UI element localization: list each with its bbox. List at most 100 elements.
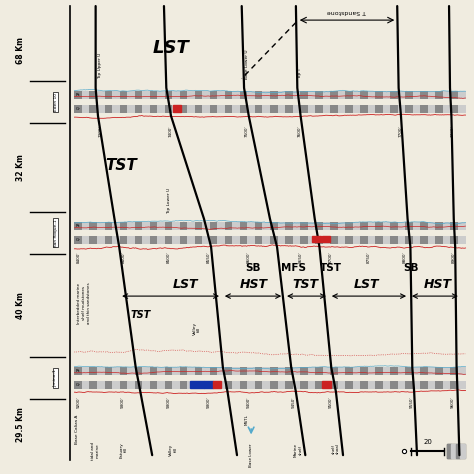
Bar xyxy=(300,222,308,230)
Bar xyxy=(368,222,375,230)
Bar xyxy=(458,105,465,113)
Bar xyxy=(450,105,458,113)
Text: 9600': 9600' xyxy=(451,397,455,408)
Bar xyxy=(247,222,255,230)
Bar xyxy=(164,236,172,244)
Text: 8650': 8650' xyxy=(299,252,302,263)
Bar xyxy=(218,367,225,375)
Text: LST: LST xyxy=(173,278,198,291)
Bar xyxy=(225,91,232,100)
Bar xyxy=(173,105,181,111)
Bar xyxy=(383,236,390,244)
Bar xyxy=(202,105,210,113)
Text: 7700': 7700' xyxy=(451,125,455,137)
Bar xyxy=(263,367,270,375)
Bar xyxy=(277,91,285,100)
Bar xyxy=(210,236,218,244)
Text: 9500': 9500' xyxy=(329,397,333,408)
Bar xyxy=(450,381,458,389)
Bar xyxy=(240,236,247,244)
Bar xyxy=(353,236,360,244)
Bar xyxy=(360,367,368,375)
Bar xyxy=(330,91,337,100)
Bar xyxy=(157,236,164,244)
Bar xyxy=(277,222,285,230)
Bar xyxy=(368,105,375,113)
Bar xyxy=(142,381,150,389)
Bar xyxy=(420,381,428,389)
Bar xyxy=(135,91,142,100)
Bar xyxy=(247,367,255,375)
Text: 8500': 8500' xyxy=(122,252,126,263)
Bar xyxy=(368,236,375,244)
Bar xyxy=(458,381,465,389)
Bar xyxy=(390,222,398,230)
Bar xyxy=(119,222,127,230)
Bar xyxy=(104,381,112,389)
Bar xyxy=(225,381,232,389)
Bar xyxy=(458,367,465,375)
Bar xyxy=(112,236,119,244)
Bar xyxy=(247,381,255,389)
Bar xyxy=(368,381,375,389)
Bar xyxy=(368,367,375,375)
Bar xyxy=(398,367,405,375)
Text: 68 Km: 68 Km xyxy=(16,37,25,64)
Text: Eden 10: Eden 10 xyxy=(54,93,57,111)
Bar xyxy=(127,381,135,389)
Text: TST: TST xyxy=(320,263,342,273)
Bar xyxy=(240,105,247,113)
Bar xyxy=(218,105,225,113)
Bar xyxy=(383,105,390,113)
Bar xyxy=(119,381,127,389)
Bar xyxy=(112,222,119,230)
Text: 9300': 9300' xyxy=(207,397,211,408)
Bar xyxy=(90,236,97,244)
Bar xyxy=(443,91,450,100)
Bar xyxy=(255,236,263,244)
Bar xyxy=(447,445,465,458)
Text: 8900': 8900' xyxy=(452,252,456,263)
Bar xyxy=(187,91,195,100)
Text: Base Lower U: Base Lower U xyxy=(246,49,249,79)
Text: 7500': 7500' xyxy=(245,125,248,137)
Bar xyxy=(218,381,225,389)
Bar xyxy=(383,381,390,389)
Text: 9300': 9300' xyxy=(120,397,125,408)
Bar xyxy=(322,236,330,243)
Text: 7400': 7400' xyxy=(169,125,173,137)
Bar xyxy=(218,236,225,244)
Text: Base Caliza A: Base Caliza A xyxy=(75,415,79,444)
Bar xyxy=(375,105,383,113)
Bar xyxy=(210,222,218,230)
Text: 8750': 8750' xyxy=(367,252,371,263)
Bar xyxy=(135,105,142,113)
Bar xyxy=(428,222,436,230)
Bar xyxy=(292,381,300,389)
Bar xyxy=(195,236,202,244)
Bar xyxy=(97,367,104,375)
Bar xyxy=(157,105,164,113)
Bar xyxy=(202,236,210,244)
Bar xyxy=(315,236,323,244)
Bar xyxy=(74,222,82,230)
Bar xyxy=(157,367,164,375)
Bar xyxy=(232,236,240,244)
Bar xyxy=(300,105,308,113)
Bar xyxy=(180,222,187,230)
Bar xyxy=(345,381,353,389)
Bar xyxy=(420,236,428,244)
Bar xyxy=(337,222,345,230)
Text: LST: LST xyxy=(354,278,379,291)
Bar xyxy=(204,381,213,388)
Bar xyxy=(127,105,135,113)
Bar xyxy=(142,105,150,113)
Bar xyxy=(232,381,240,389)
Bar xyxy=(353,367,360,375)
Bar xyxy=(90,222,97,230)
Bar xyxy=(383,367,390,375)
Bar xyxy=(390,105,398,113)
Text: 7700': 7700' xyxy=(399,125,402,137)
Bar xyxy=(420,105,428,113)
Bar xyxy=(353,91,360,100)
